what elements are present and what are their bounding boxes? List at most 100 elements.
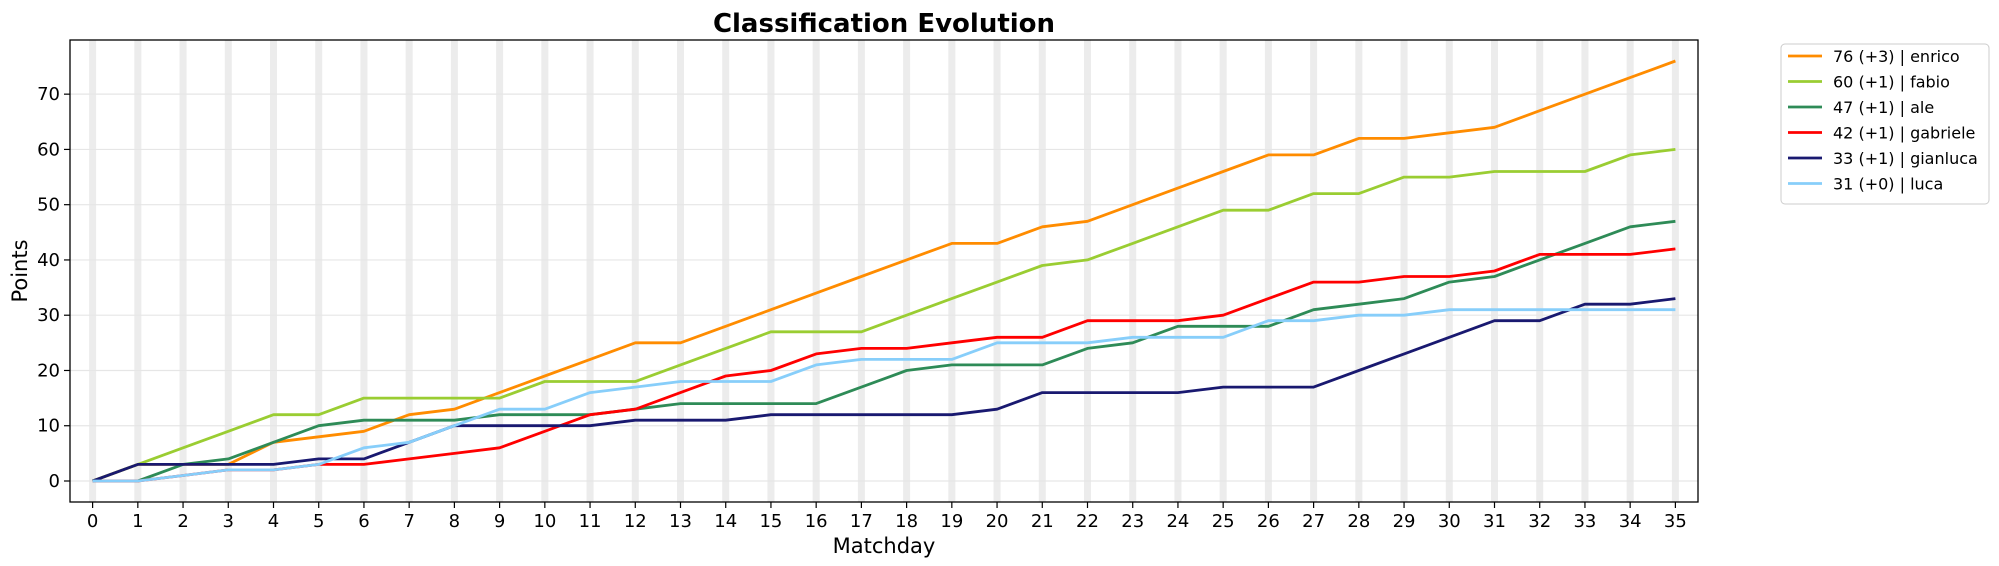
matchday-band xyxy=(1355,40,1363,502)
matchday-band xyxy=(993,40,1001,502)
matchday-band xyxy=(270,40,277,502)
x-tick-label: 28 xyxy=(1347,511,1370,532)
series-line-0 xyxy=(92,59,1676,483)
legend-box xyxy=(1780,43,1990,205)
matchday-band xyxy=(1038,40,1046,502)
matchday-band xyxy=(1264,40,1272,502)
y-axis-label: Points xyxy=(8,239,32,302)
matchday-band xyxy=(1536,40,1544,502)
x-tick-label: 30 xyxy=(1438,511,1461,532)
matchday-band xyxy=(496,40,504,502)
matchday-band xyxy=(857,40,865,502)
x-tick-label: 20 xyxy=(986,511,1009,532)
x-axis-ticks: 0 1 2 3 4 5 6 7 8 9 10 11 12 13 14 15 16 17 18 19 20 21 22 23 24… xyxy=(87,502,1687,532)
x-tick-label: 32 xyxy=(1528,511,1551,532)
x-tick-label: 35 xyxy=(1664,511,1687,532)
x-tick-label: 2 xyxy=(177,511,188,532)
matchday-band xyxy=(89,40,97,502)
matchday-band xyxy=(1219,40,1227,502)
series-line-2 xyxy=(92,219,1676,483)
matchday-band xyxy=(1581,40,1589,502)
y-tick-label: 60 xyxy=(37,139,60,160)
x-tick-label: 34 xyxy=(1619,511,1642,532)
y-tick-label: 40 xyxy=(37,250,60,271)
matchday-band xyxy=(315,40,323,502)
x-tick-label: 23 xyxy=(1121,511,1144,532)
x-tick-label: 17 xyxy=(850,511,873,532)
matchday-band xyxy=(631,40,639,502)
x-tick-label: 27 xyxy=(1302,511,1325,532)
y-tick-label: 70 xyxy=(37,84,60,105)
x-tick-label: 24 xyxy=(1166,511,1189,532)
x-tick-label: 13 xyxy=(669,511,692,532)
x-tick-label: 16 xyxy=(805,511,828,532)
matchday-band xyxy=(1400,40,1408,502)
x-tick-label: 19 xyxy=(940,511,963,532)
x-tick-label: 10 xyxy=(533,511,556,532)
x-tick-label: 6 xyxy=(358,511,369,532)
matchday-band xyxy=(812,40,820,502)
x-axis-label: Matchday xyxy=(833,534,936,558)
matchday-band xyxy=(405,40,413,502)
x-tick-label: 33 xyxy=(1573,511,1596,532)
matchday-band xyxy=(903,40,911,502)
x-tick-label: 11 xyxy=(579,511,602,532)
y-tick-label: 20 xyxy=(37,360,60,381)
x-tick-label: 8 xyxy=(449,511,460,532)
matchday-band xyxy=(722,40,730,502)
x-tick-label: 15 xyxy=(759,511,782,532)
x-tick-label: 26 xyxy=(1257,511,1280,532)
matchday-band xyxy=(224,40,232,502)
matchday-band xyxy=(541,40,549,502)
x-tick-label: 9 xyxy=(494,511,505,532)
x-tick-label: 14 xyxy=(714,511,737,532)
matchday-band xyxy=(948,40,956,502)
matchday-band xyxy=(1174,40,1182,502)
plot-frame xyxy=(69,39,1699,503)
y-tick-label: 10 xyxy=(37,416,60,437)
legend-entry: 42 (+1) | gabriele xyxy=(1833,124,1975,143)
x-tick-label: 3 xyxy=(223,511,234,532)
x-tick-label: 21 xyxy=(1031,511,1054,532)
x-tick-label: 12 xyxy=(624,511,647,532)
series-lines xyxy=(92,59,1676,483)
x-tick-label: 31 xyxy=(1483,511,1506,532)
x-tick-label: 7 xyxy=(403,511,414,532)
series-line-3 xyxy=(92,247,1676,483)
legend-entry: 33 (+1) | gianluca xyxy=(1833,149,1978,168)
x-tick-label: 5 xyxy=(313,511,324,532)
matchday-bands xyxy=(89,40,1679,502)
horizontal-gridlines xyxy=(70,93,1698,482)
legend-entry: 76 (+3) | enrico xyxy=(1833,47,1960,66)
y-tick-label: 50 xyxy=(37,195,60,216)
matchday-band xyxy=(179,40,187,502)
matchday-band xyxy=(1626,40,1634,502)
chart-title: Classification Evolution xyxy=(713,9,1055,39)
legend-entry: 31 (+0) | luca xyxy=(1833,175,1943,194)
matchday-band xyxy=(360,40,368,502)
matchday-band xyxy=(1084,40,1091,502)
series-line-5 xyxy=(92,308,1676,483)
matchday-band xyxy=(1445,40,1453,502)
matchday-band xyxy=(134,40,142,502)
matchday-band xyxy=(767,40,775,502)
matchday-band xyxy=(450,40,458,502)
series-line-1 xyxy=(92,148,1676,483)
x-tick-label: 18 xyxy=(895,511,918,532)
x-tick-label: 4 xyxy=(268,511,279,532)
y-tick-label: 0 xyxy=(49,471,60,492)
y-axis-ticks: 0 10 20 30 40 50 60 70 xyxy=(37,84,70,492)
x-tick-label: 1 xyxy=(132,511,143,532)
matchday-band xyxy=(1129,40,1137,502)
legend: 76 (+3) | enrico 60 (+1) | fabio 47 (+1) |… xyxy=(1780,43,1990,205)
matchday-band xyxy=(1310,40,1318,502)
legend-entry: 60 (+1) | fabio xyxy=(1833,73,1950,92)
matchday-band xyxy=(1671,40,1679,502)
y-tick-label: 30 xyxy=(37,305,60,326)
x-tick-label: 22 xyxy=(1076,511,1099,532)
matchday-band xyxy=(677,40,684,502)
series-line-4 xyxy=(92,297,1676,483)
x-tick-label: 0 xyxy=(87,511,98,532)
legend-entry: 47 (+1) | ale xyxy=(1833,98,1934,117)
